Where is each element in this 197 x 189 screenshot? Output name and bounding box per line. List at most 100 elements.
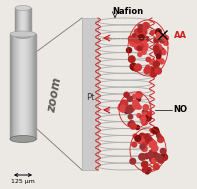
Circle shape [138,53,142,57]
Circle shape [124,92,129,97]
Circle shape [140,39,143,43]
Circle shape [146,57,151,62]
Bar [14,34,15,139]
Ellipse shape [15,33,31,39]
Circle shape [139,35,144,40]
Circle shape [147,113,151,117]
Circle shape [157,156,164,163]
Circle shape [142,146,147,152]
Circle shape [119,104,123,108]
Circle shape [160,148,166,154]
Circle shape [155,130,159,135]
Circle shape [138,42,144,48]
Circle shape [146,167,151,173]
Circle shape [134,36,141,43]
Circle shape [129,107,134,112]
Circle shape [138,139,142,144]
Bar [21,34,22,139]
Bar [30,8,31,36]
Circle shape [141,116,146,121]
Bar [30,34,31,139]
Circle shape [150,150,156,156]
Circle shape [132,142,137,147]
Bar [20,8,21,36]
Bar [24,34,25,139]
Circle shape [156,44,160,48]
Bar [20,34,21,139]
Circle shape [138,35,142,39]
Circle shape [137,105,141,109]
Circle shape [163,155,167,158]
Circle shape [156,57,161,62]
Circle shape [161,50,166,55]
Circle shape [153,61,159,67]
Circle shape [154,129,158,133]
Circle shape [157,53,161,57]
Circle shape [151,71,156,77]
Circle shape [133,100,138,105]
Circle shape [138,28,142,32]
Circle shape [155,68,161,74]
Circle shape [143,22,149,29]
Circle shape [158,47,164,52]
Circle shape [156,50,161,55]
Circle shape [163,35,168,41]
Circle shape [150,67,156,74]
Text: zoom: zoom [46,77,64,114]
Circle shape [155,49,161,56]
Circle shape [128,122,132,126]
Bar [18,34,19,139]
Bar [32,34,33,139]
Circle shape [142,40,146,44]
Bar [18,8,19,36]
Circle shape [150,31,154,35]
Circle shape [152,145,158,151]
Circle shape [148,112,152,116]
Bar [23,34,24,139]
Circle shape [155,154,161,160]
Bar [17,8,18,36]
Circle shape [129,121,134,127]
Circle shape [141,45,148,52]
Text: Nafion: Nafion [112,8,144,16]
Circle shape [135,29,140,34]
Circle shape [131,64,137,70]
Circle shape [135,35,139,39]
Circle shape [130,158,136,164]
Circle shape [152,127,159,133]
Circle shape [130,63,137,70]
Bar [22,34,23,139]
Circle shape [155,44,162,51]
Circle shape [139,153,146,160]
Bar [16,34,17,139]
Circle shape [142,109,147,115]
Bar [82,18,98,170]
Circle shape [150,59,155,65]
Circle shape [145,112,150,117]
Circle shape [158,136,164,143]
Circle shape [150,156,155,162]
Circle shape [124,109,129,113]
Bar [10,34,11,139]
Circle shape [153,68,158,73]
Bar [19,34,20,139]
Text: 125 μm: 125 μm [11,179,35,184]
Circle shape [152,158,156,163]
Circle shape [146,137,152,143]
Circle shape [142,168,147,172]
Bar [35,34,36,139]
Circle shape [156,32,163,38]
Bar [25,34,26,139]
Circle shape [130,106,135,111]
Circle shape [144,153,150,159]
Circle shape [128,56,135,62]
Circle shape [137,46,142,51]
Circle shape [135,136,140,141]
Bar [27,34,28,139]
Circle shape [129,36,134,41]
Circle shape [137,97,140,101]
Bar [33,34,34,139]
Circle shape [141,43,148,49]
Circle shape [159,59,164,64]
Ellipse shape [15,5,31,11]
